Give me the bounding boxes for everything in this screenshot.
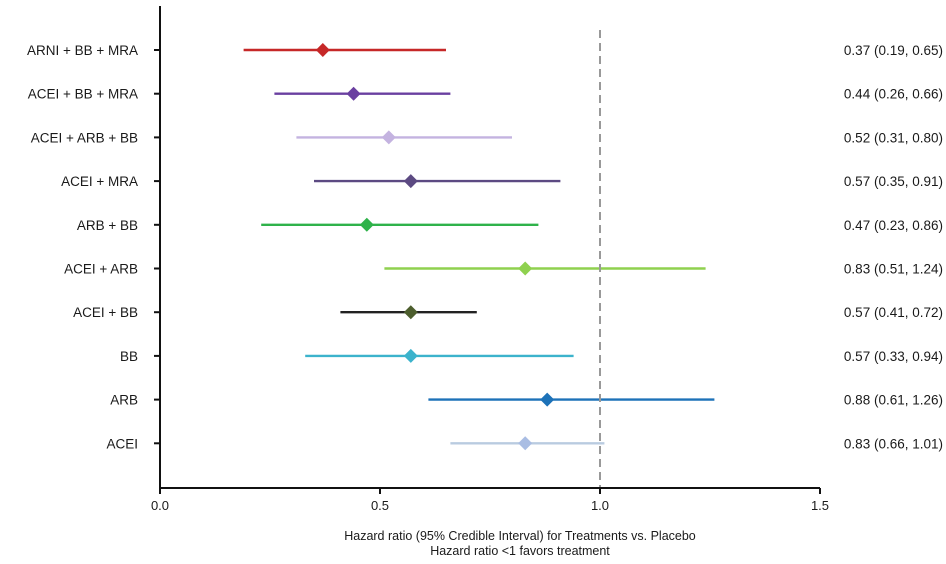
- hr-point-marker: [403, 174, 418, 189]
- forest-row: ACEI + ARB + BB 0.52 (0.31, 0.80): [31, 130, 943, 145]
- ci-value-label: 0.83 (0.66, 1.01): [844, 436, 943, 451]
- ci-value-label: 0.88 (0.61, 1.26): [844, 393, 943, 408]
- forest-row: ACEI + ARB 0.83 (0.51, 1.24): [64, 261, 943, 277]
- hr-point-marker: [381, 130, 396, 145]
- hr-point-marker: [315, 43, 330, 57]
- ci-value-label: 0.47 (0.23, 0.86): [844, 218, 943, 233]
- hr-point-marker: [359, 217, 374, 232]
- row-label: ARB + BB: [77, 218, 138, 233]
- row-label: ACEI: [106, 436, 138, 451]
- ci-value-label: 0.57 (0.41, 0.72): [844, 305, 943, 320]
- row-label: ARNI + BB + MRA: [27, 43, 138, 58]
- ci-value-label: 0.52 (0.31, 0.80): [844, 130, 943, 145]
- x-axis-title: Hazard ratio (95% Credible Interval) for…: [344, 529, 696, 543]
- ci-value-label: 0.44 (0.26, 0.66): [844, 87, 943, 102]
- row-label: ACEI + BB: [73, 305, 138, 320]
- row-label: BB: [120, 349, 138, 364]
- x-tick-label: 0.0: [151, 498, 169, 513]
- ci-value-label: 0.37 (0.19, 0.65): [844, 43, 943, 58]
- forest-row: ACEI + BB + MRA 0.44 (0.26, 0.66): [28, 86, 943, 102]
- x-tick-label: 1.5: [811, 498, 829, 513]
- x-tick-label: 1.0: [591, 498, 609, 513]
- row-label: ACEI + BB + MRA: [28, 87, 138, 102]
- hr-point-marker: [403, 348, 418, 363]
- forest-row: ARB + BB 0.47 (0.23, 0.86): [77, 217, 943, 233]
- forest-row: ACEI + BB 0.57 (0.41, 0.72): [73, 305, 943, 320]
- ci-value-label: 0.83 (0.51, 1.24): [844, 262, 943, 277]
- row-label: ACEI + ARB: [64, 262, 138, 277]
- hr-point-marker: [518, 261, 533, 276]
- forest-rows: ARNI + BB + MRA 0.37 (0.19, 0.65) ACEI + B…: [27, 43, 943, 451]
- x-tick-label: 0.5: [371, 498, 389, 513]
- x-axis-subtitle: Hazard ratio <1 favors treatment: [430, 544, 610, 558]
- row-label: ACEI + MRA: [61, 174, 138, 189]
- row-label: ACEI + ARB + BB: [31, 130, 138, 145]
- hr-point-marker: [518, 436, 533, 451]
- forest-row: ARB 0.88 (0.61, 1.26): [110, 392, 943, 408]
- x-axis-ticks: 0.0 0.5 1.0 1.5: [151, 488, 829, 513]
- forest-row: ACEI 0.83 (0.66, 1.01): [106, 436, 943, 451]
- forest-row: BB 0.57 (0.33, 0.94): [120, 348, 943, 364]
- hr-point-marker: [346, 86, 361, 101]
- row-label: ARB: [110, 393, 138, 408]
- ci-value-label: 0.57 (0.35, 0.91): [844, 174, 943, 189]
- forest-row: ARNI + BB + MRA 0.37 (0.19, 0.65): [27, 43, 943, 58]
- hr-point-marker: [540, 392, 555, 407]
- ci-value-label: 0.57 (0.33, 0.94): [844, 349, 943, 364]
- hr-point-marker: [403, 305, 418, 320]
- forest-row: ACEI + MRA 0.57 (0.35, 0.91): [61, 174, 943, 189]
